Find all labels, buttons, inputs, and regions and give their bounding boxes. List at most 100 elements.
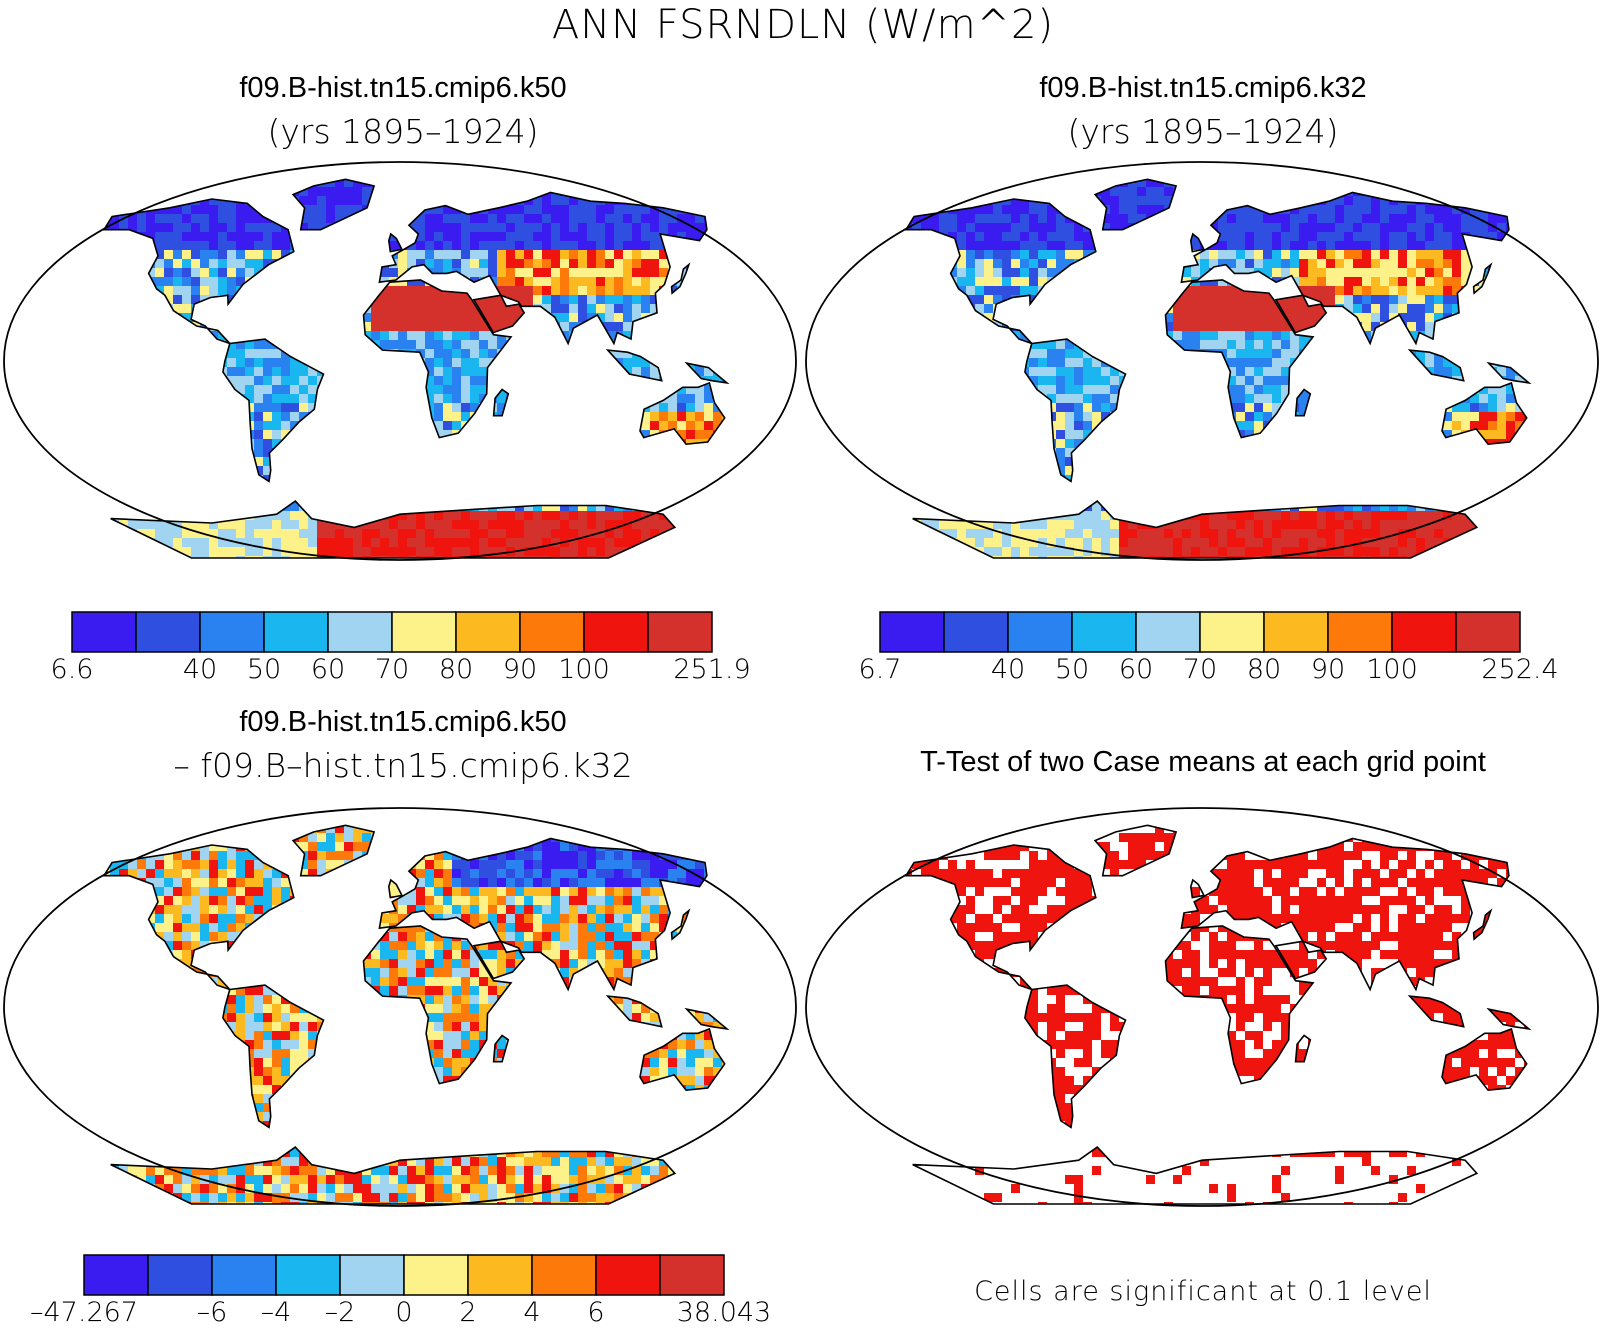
colorbar-tick-label: 6.7 xyxy=(858,654,902,685)
colorbar-k50: 6.6 40 50 60 70 80 90 100 251.9 xyxy=(51,611,751,685)
colorbar-swatch xyxy=(1455,611,1521,653)
panel-diff-subtitle: – f09.B–hist.tn15.cmip6.k32 xyxy=(173,746,633,785)
colorbar-swatch xyxy=(1007,611,1073,653)
colorbar-swatch xyxy=(519,611,585,653)
coastline-arabia xyxy=(1274,940,1328,980)
coastline-antarctica xyxy=(912,500,1479,559)
coastline-samerica xyxy=(1024,338,1127,483)
coastline-eurasia xyxy=(378,191,708,346)
coastline-africa xyxy=(362,925,513,1085)
coastline-indonesia xyxy=(1407,995,1465,1028)
main-title: ANN FSRNDLN (W/m^2) xyxy=(551,2,1055,48)
colorbar-tick-label: 60 xyxy=(1118,654,1154,685)
coastline-australia xyxy=(639,1027,726,1092)
coastline-britain xyxy=(1189,878,1206,899)
colorbar-tick-label: 252.4 xyxy=(1481,654,1559,685)
map-diff xyxy=(3,807,797,1207)
coastline-samerica xyxy=(1024,984,1127,1129)
colorbar-tick-label: 251.9 xyxy=(673,654,751,685)
significance-note: Cells are significant at 0.1 level xyxy=(974,1276,1432,1307)
colorbar-swatch xyxy=(943,611,1009,653)
coastline-indonesia xyxy=(605,349,663,382)
coastline-newguinea xyxy=(684,1007,730,1031)
colorbar-swatch xyxy=(467,1254,533,1296)
coastline-namerica xyxy=(102,198,295,345)
colorbar-tick-label: 4 xyxy=(523,1297,541,1328)
colorbar-swatch xyxy=(199,611,265,653)
colorbar-diff: –47.267 –6 –4 –2 0 2 4 6 38.043 xyxy=(30,1254,771,1328)
colorbar-swatch xyxy=(583,611,649,653)
colorbar-swatch xyxy=(1135,611,1201,653)
colorbar-tick-label: –2 xyxy=(324,1297,356,1328)
colorbar-swatch xyxy=(403,1254,469,1296)
coastline-madagascar xyxy=(492,1034,510,1063)
coastline-namerica xyxy=(102,844,295,991)
panel-diff-title: f09.B-hist.tn15.cmip6.k50 xyxy=(239,706,567,738)
map-ttest xyxy=(805,807,1599,1207)
coastline-greenland xyxy=(1093,178,1178,231)
colorbar-tick-label: 100 xyxy=(558,654,610,685)
colorbar-tick-label: 80 xyxy=(438,654,474,685)
colorbar-swatch xyxy=(595,1254,661,1296)
coastline-greenland xyxy=(291,824,376,877)
colorbar-diff-swatches xyxy=(83,1254,725,1296)
map-border xyxy=(3,807,797,1207)
coastline-australia xyxy=(639,381,726,446)
coastline-indonesia xyxy=(605,995,663,1028)
coastline-antarctica xyxy=(912,1146,1479,1205)
coastline-antarctica xyxy=(110,1146,677,1205)
coastline-newguinea xyxy=(684,361,730,385)
colorbar-swatch xyxy=(71,611,137,653)
colorbar-swatch xyxy=(339,1254,405,1296)
coastline-namerica xyxy=(904,198,1097,345)
coastline-japan xyxy=(1472,262,1493,295)
coastline-arabia xyxy=(1274,294,1328,334)
colorbar-tick-label: –4 xyxy=(260,1297,292,1328)
coastline-africa xyxy=(362,279,513,439)
colorbar-tick-label: 6.6 xyxy=(50,654,94,685)
colorbar-swatch xyxy=(83,1254,149,1296)
map-border xyxy=(3,161,797,561)
colorbar-swatch xyxy=(1391,611,1457,653)
map-border xyxy=(805,161,1599,561)
coastline-britain xyxy=(387,232,404,253)
colorbar-tick-label: 40 xyxy=(182,654,218,685)
colorbar-k32-swatches xyxy=(879,611,1521,653)
coastline-britain xyxy=(1189,232,1206,253)
coastline-eurasia xyxy=(1180,191,1510,346)
coastline-arabia xyxy=(472,294,526,334)
coastline-antarctica xyxy=(110,500,677,559)
colorbar-swatch xyxy=(327,611,393,653)
colorbar-swatch xyxy=(1071,611,1137,653)
coastline-namerica xyxy=(904,844,1097,991)
colorbar-tick-label: 90 xyxy=(1310,654,1346,685)
colorbar-swatch xyxy=(455,611,521,653)
map-border xyxy=(805,807,1599,1207)
coastline-australia xyxy=(1441,381,1528,446)
colorbar-swatch xyxy=(879,611,945,653)
colorbar-k32: 6.7 40 50 60 70 80 90 100 252.4 xyxy=(859,611,1559,685)
colorbar-swatch xyxy=(263,611,329,653)
panel-k50-subtitle: (yrs 1895–1924) xyxy=(267,112,539,151)
colorbar-swatch xyxy=(135,611,201,653)
colorbar-swatch xyxy=(1199,611,1265,653)
coastline-eurasia xyxy=(378,837,708,992)
coastline-newguinea xyxy=(1486,1007,1532,1031)
coastline-madagascar xyxy=(1294,1034,1312,1063)
colorbar-swatch xyxy=(647,611,713,653)
coastline-africa xyxy=(1164,925,1315,1085)
colorbar-swatch xyxy=(391,611,457,653)
colorbar-tick-label: 0 xyxy=(395,1297,413,1328)
colorbar-swatch xyxy=(147,1254,213,1296)
panel-k32-title: f09.B-hist.tn15.cmip6.k32 xyxy=(1039,72,1367,104)
coastline-newguinea xyxy=(1486,361,1532,385)
coastline-eurasia xyxy=(1180,837,1510,992)
colorbar-tick-label: 6 xyxy=(587,1297,605,1328)
coastline-greenland xyxy=(291,178,376,231)
colorbar-swatch xyxy=(659,1254,725,1296)
coastline-arabia xyxy=(472,940,526,980)
coastline-africa xyxy=(1164,279,1315,439)
colorbar-tick-label: 100 xyxy=(1366,654,1418,685)
colorbar-tick-label: 38.043 xyxy=(676,1297,772,1328)
colorbar-tick-label: 70 xyxy=(1182,654,1218,685)
